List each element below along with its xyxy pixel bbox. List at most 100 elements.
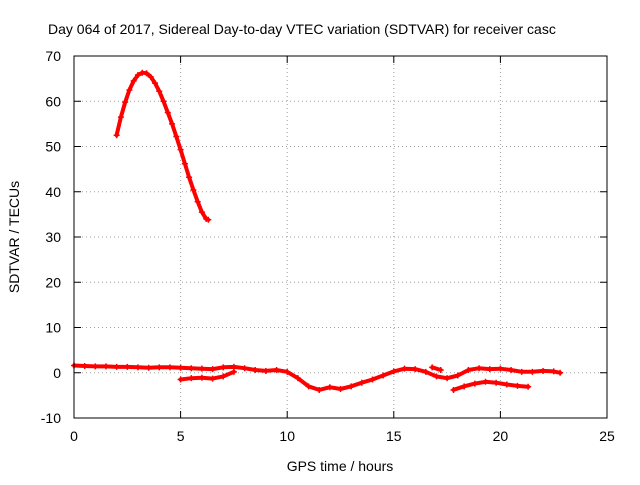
data-point (169, 120, 176, 127)
data-point (156, 364, 163, 371)
x-tick-label: 10 (279, 428, 295, 444)
data-point (198, 365, 205, 372)
x-tick-label: 15 (386, 428, 402, 444)
y-tick-label: 0 (53, 365, 61, 381)
data-point (145, 364, 152, 371)
data-layer (71, 69, 564, 393)
data-point (401, 365, 408, 372)
series-baseline-arc-4 (450, 378, 532, 393)
grid (74, 56, 607, 418)
data-point (529, 368, 536, 375)
plot-frame (73, 55, 608, 419)
data-point (230, 368, 237, 375)
series-baseline-arc-3 (429, 364, 444, 374)
data-point (134, 364, 141, 371)
axes: 0 5 10 15 20 25 -10 0 10 20 30 40 50 60 70 (41, 48, 615, 444)
data-point (147, 73, 154, 80)
data-point (198, 209, 205, 216)
data-point (471, 380, 478, 387)
x-tick-label: 20 (493, 428, 509, 444)
data-point (493, 379, 500, 386)
data-point (194, 198, 201, 205)
data-point (369, 376, 376, 383)
data-point (465, 367, 472, 374)
data-point (122, 99, 129, 106)
data-point (348, 383, 355, 390)
y-tick-label: 50 (45, 139, 61, 155)
data-point (508, 367, 515, 374)
data-point (380, 372, 387, 379)
data-point (113, 132, 120, 139)
data-point (166, 364, 173, 371)
data-point (134, 72, 141, 79)
data-point (273, 367, 280, 374)
y-tick-label: 60 (45, 93, 61, 109)
data-point (518, 368, 525, 375)
series-baseline-main (71, 362, 564, 393)
data-point (177, 146, 184, 153)
data-point (241, 365, 248, 372)
data-point (177, 364, 184, 371)
data-point (454, 372, 461, 379)
series-arc-peak (113, 69, 212, 223)
y-tick-label: 20 (45, 274, 61, 290)
x-tick-label: 5 (177, 428, 185, 444)
data-point (294, 375, 301, 382)
data-point (188, 375, 195, 382)
data-point (205, 216, 212, 223)
data-point (81, 362, 88, 369)
data-point (444, 375, 451, 382)
x-tick-label: 0 (70, 428, 78, 444)
data-point (557, 369, 564, 376)
data-point (164, 109, 171, 116)
data-point (433, 373, 440, 380)
data-point (252, 367, 259, 374)
data-point (102, 363, 109, 370)
x-axis-label: GPS time / hours (287, 458, 394, 474)
data-point (209, 366, 216, 373)
data-point (181, 160, 188, 167)
y-tick-label: 30 (45, 229, 61, 245)
series-baseline-arc-2 (177, 368, 237, 383)
data-point (186, 174, 193, 181)
data-point (156, 88, 163, 95)
data-point (450, 386, 457, 393)
data-point (130, 77, 137, 84)
data-point (305, 383, 312, 390)
y-tick-label: -10 (41, 410, 61, 426)
chart-title: Day 064 of 2017, Sidereal Day-to-day VTE… (48, 21, 556, 37)
data-point (190, 186, 197, 193)
data-point (262, 367, 269, 374)
data-point (390, 368, 397, 375)
y-axis-label: SDTVAR / TECUs (6, 181, 22, 293)
data-point (113, 363, 120, 370)
data-point (92, 363, 99, 370)
data-point (177, 376, 184, 383)
data-point (540, 367, 547, 374)
data-point (284, 368, 291, 375)
data-point (429, 364, 436, 371)
data-point (126, 86, 133, 93)
data-point (124, 363, 131, 370)
data-point (173, 133, 180, 140)
data-point (486, 366, 493, 373)
data-point (422, 368, 429, 375)
data-point (550, 368, 557, 375)
data-point (220, 373, 227, 380)
data-point (437, 367, 444, 374)
data-point (476, 365, 483, 372)
data-point (497, 365, 504, 372)
data-point (198, 374, 205, 381)
data-point (152, 80, 159, 87)
data-point (326, 384, 333, 391)
data-point (143, 70, 150, 77)
data-point (316, 386, 323, 393)
data-point (525, 383, 532, 390)
data-point (117, 114, 124, 121)
y-tick-label: 10 (45, 320, 61, 336)
data-point (188, 365, 195, 372)
data-point (514, 382, 521, 389)
x-tick-label: 25 (599, 428, 615, 444)
y-tick-label: 40 (45, 184, 61, 200)
